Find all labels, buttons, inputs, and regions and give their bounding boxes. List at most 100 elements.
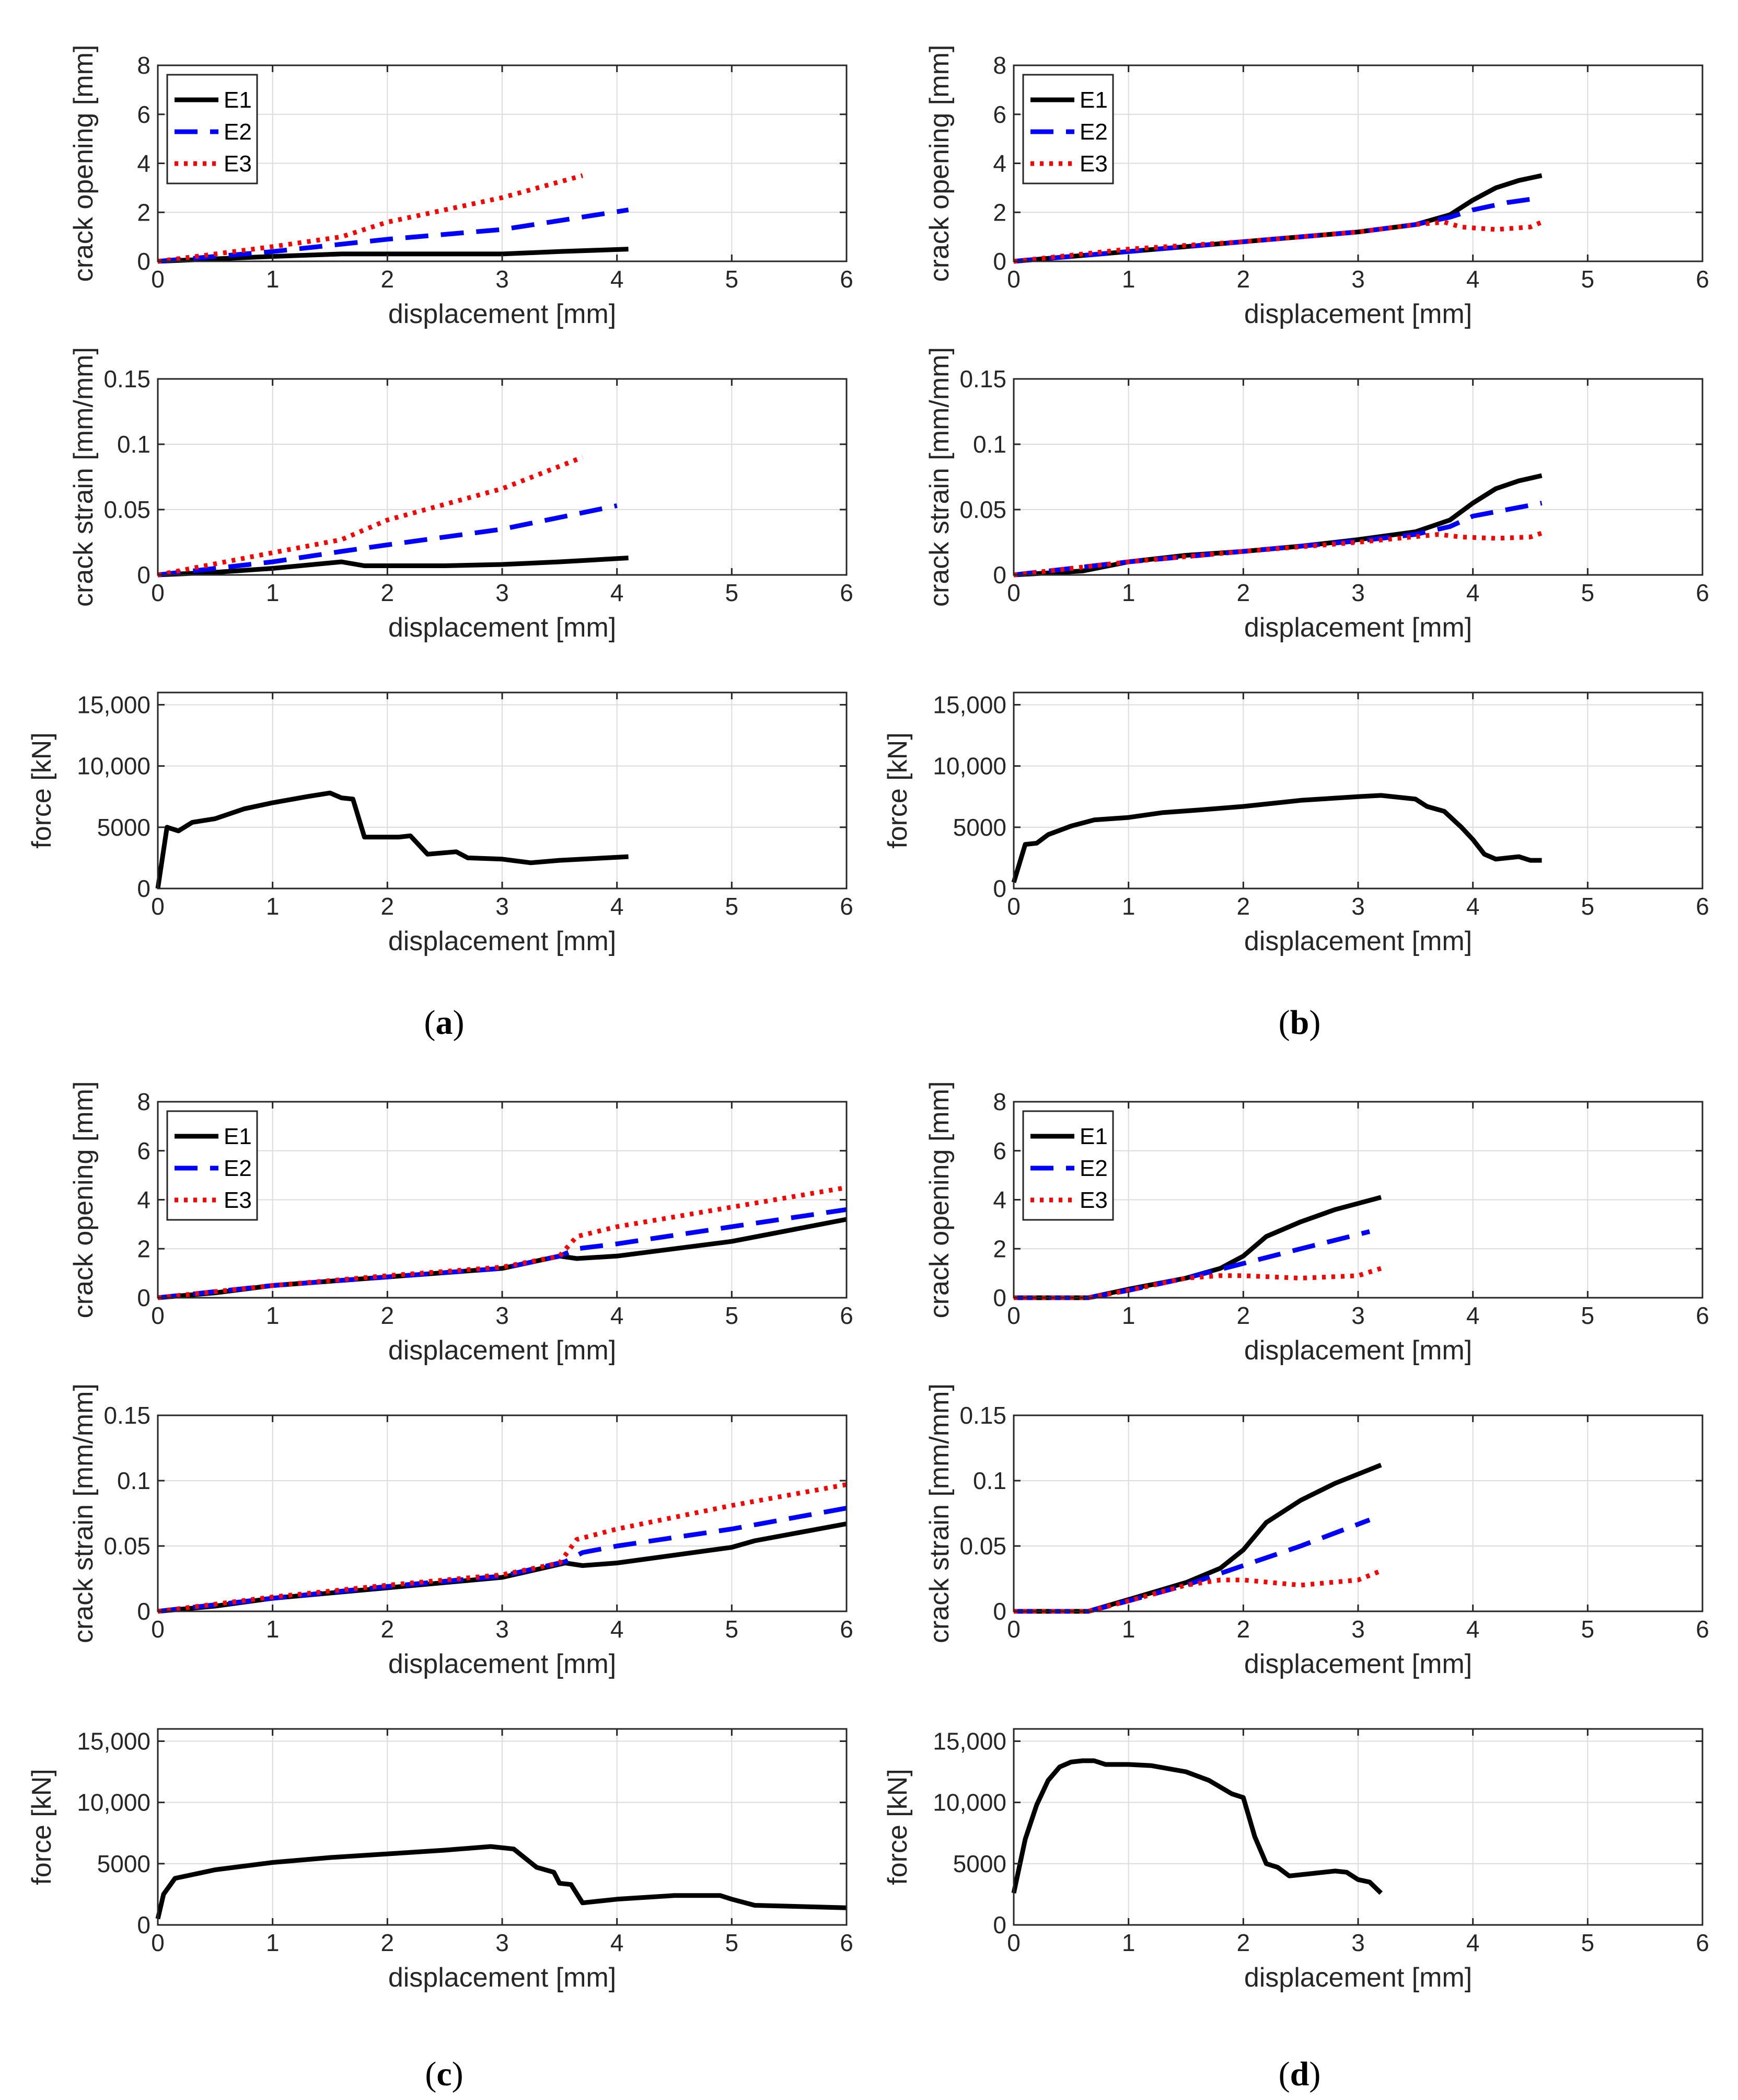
y-tick-label: 6 [993, 1137, 1006, 1164]
x-tick-label: 5 [1581, 1929, 1595, 1956]
y-axis-label: force [kN] [883, 1769, 913, 1885]
x-tick-label: 2 [1237, 893, 1250, 920]
caption-d: (d) [1279, 2055, 1321, 2093]
x-tick-label: 6 [1696, 266, 1709, 293]
y-tick-label: 0 [137, 561, 150, 589]
series-line-force [1011, 793, 1542, 883]
series-line-force [1011, 1758, 1383, 1895]
x-axis-label: displacement [mm] [388, 299, 616, 329]
series-line-e3 [157, 455, 584, 578]
x-tick-label: 4 [610, 1302, 624, 1329]
series-line-e2 [157, 207, 629, 264]
x-tick-label: 4 [1466, 893, 1480, 920]
y-tick-label: 0 [993, 1598, 1006, 1625]
y-tick-label: 5000 [953, 814, 1006, 841]
x-tick-label: 4 [1466, 1929, 1480, 1956]
y-tick-label: 0 [993, 1911, 1006, 1939]
x-tick-label: 0 [151, 579, 165, 606]
x-axis-label: displacement [mm] [1244, 1963, 1472, 1993]
legend: E1 E2 E3 [166, 1110, 258, 1221]
x-tick-label: 4 [610, 579, 624, 606]
x-tick-label: 2 [381, 893, 395, 920]
x-tick-label: 3 [1351, 1616, 1365, 1643]
series-line-e2 [157, 503, 618, 578]
series-line-e3 [1013, 220, 1543, 264]
y-tick-label: 0.05 [959, 1532, 1006, 1560]
x-tick-label: 1 [266, 1302, 280, 1329]
y-tick-label: 2 [993, 199, 1006, 226]
y-tick-label: 6 [137, 1137, 150, 1164]
y-tick-label: 8 [993, 1088, 1006, 1115]
x-tick-label: 3 [495, 893, 509, 920]
chart-a-crack-strain: 0 1 2 3 4 5 6 0 0.05 0.1 0.15 displacement [mm] crac… [68, 347, 853, 643]
legend: E1 E2 E3 [1022, 74, 1114, 184]
x-tick-label: 3 [1351, 1302, 1365, 1329]
x-tick-label: 5 [1581, 1302, 1595, 1329]
chart-c-crack-opening: 0 1 2 3 4 5 6 0 2 4 6 8 displacement [mm] crack openi… [68, 1081, 853, 1366]
x-tick-label: 1 [1122, 266, 1136, 293]
y-tick-label: 4 [993, 150, 1006, 177]
x-tick-label: 6 [1696, 1929, 1709, 1956]
x-axis-label: displacement [mm] [1244, 1649, 1472, 1679]
y-tick-label: 10,000 [77, 753, 150, 780]
x-tick-label: 2 [1237, 1302, 1250, 1329]
y-tick-label: 6 [137, 101, 150, 128]
x-tick-label: 5 [1581, 893, 1595, 920]
y-axis-label: crack strain [mm/mm] [924, 1383, 955, 1643]
x-tick-label: 4 [1466, 579, 1480, 606]
y-tick-label: 15,000 [77, 1727, 150, 1755]
y-tick-label: 0.05 [959, 496, 1006, 523]
y-tick-label: 15,000 [933, 1727, 1006, 1755]
x-axis-label: displacement [mm] [1244, 613, 1472, 643]
y-tick-label: 10,000 [933, 753, 1006, 780]
legend-label: E1 [1080, 1124, 1108, 1149]
x-axis-label: displacement [mm] [388, 926, 616, 956]
legend-label: E2 [224, 1156, 252, 1181]
series-line-force [155, 1844, 847, 1920]
legend: E1 E2 E3 [166, 74, 258, 184]
x-tick-label: 5 [725, 893, 739, 920]
y-tick-label: 5000 [97, 814, 150, 841]
x-tick-label: 0 [1007, 893, 1021, 920]
series-line-force [155, 790, 629, 889]
legend: E1 E2 E3 [1022, 1110, 1114, 1221]
y-tick-label: 0.1 [973, 431, 1006, 458]
x-tick-label: 2 [381, 1302, 395, 1329]
y-tick-label: 0.1 [973, 1467, 1006, 1494]
x-tick-label: 3 [495, 1302, 509, 1329]
y-tick-label: 0.05 [103, 496, 150, 523]
caption-c: (c) [425, 2055, 463, 2093]
x-tick-label: 2 [381, 1929, 395, 1956]
x-tick-label: 6 [840, 893, 853, 920]
y-axis-label: crack opening [mm] [68, 1081, 99, 1319]
y-axis-label: crack strain [mm/mm] [68, 1383, 99, 1643]
x-tick-label: 4 [610, 266, 624, 293]
x-tick-label: 4 [610, 1616, 624, 1643]
x-tick-label: 0 [1007, 1616, 1021, 1643]
series-line-e3 [1013, 530, 1543, 578]
legend-label: E3 [224, 1187, 252, 1213]
x-tick-label: 3 [1351, 1929, 1365, 1956]
x-tick-label: 4 [1466, 266, 1480, 293]
y-axis-label: force [kN] [883, 732, 913, 849]
y-tick-label: 0 [137, 875, 150, 902]
y-axis-label: force [kN] [27, 732, 57, 849]
plot-area: 0 1 2 3 4 5 6 0 2 4 6 8 displacement [mm] crack openi… [27, 45, 1709, 1993]
y-axis-label: crack strain [mm/mm] [68, 347, 99, 607]
y-axis-label: crack opening [mm] [924, 45, 955, 282]
y-tick-label: 0 [993, 561, 1006, 589]
x-tick-label: 1 [1122, 893, 1136, 920]
y-tick-label: 2 [137, 199, 150, 226]
y-tick-label: 4 [137, 1186, 150, 1214]
series-line-e3 [1014, 1568, 1382, 1614]
x-tick-label: 1 [266, 266, 280, 293]
legend-label: E2 [1080, 119, 1108, 145]
legend-label: E1 [224, 1124, 252, 1149]
chart-b-crack-strain: 0 1 2 3 4 5 6 0 0.05 0.1 0.15 displacement [mm] crac… [924, 347, 1709, 643]
legend-label: E3 [1080, 151, 1108, 177]
x-tick-label: 6 [840, 1616, 853, 1643]
series-line-e3 [157, 1482, 847, 1614]
x-axis-label: displacement [mm] [1244, 299, 1472, 329]
x-tick-label: 4 [1466, 1616, 1480, 1643]
